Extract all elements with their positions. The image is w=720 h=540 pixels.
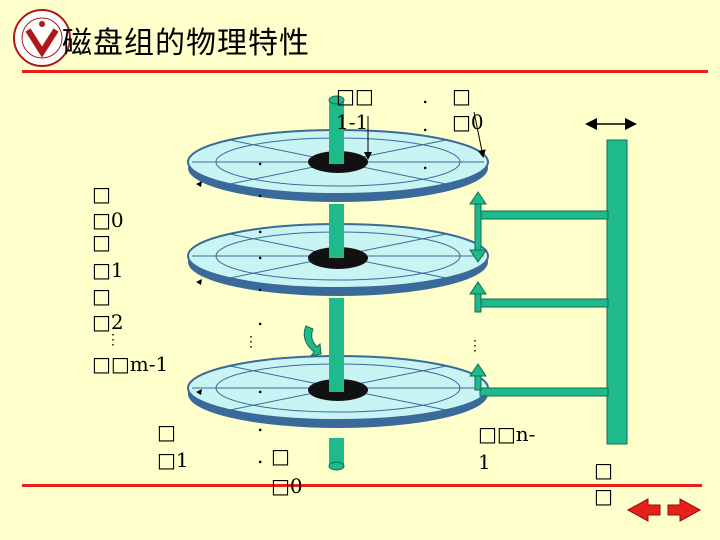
track-marker-3 bbox=[196, 389, 202, 395]
left-label-5: □2 bbox=[92, 310, 124, 334]
label-top-dots-c: . bbox=[422, 150, 429, 174]
bottom-dot-2: . bbox=[257, 444, 264, 468]
bottom-right-label-a: □□n- bbox=[478, 422, 536, 446]
bottom-center-label-b: □0 bbox=[271, 474, 303, 498]
mid-dot-4: . bbox=[257, 272, 264, 296]
slide-title: 磁盘组的物理特性 bbox=[62, 26, 310, 61]
bottom-dot-0: . bbox=[257, 374, 264, 398]
previous-arrow-icon[interactable] bbox=[625, 498, 661, 522]
bottom-divider bbox=[22, 484, 702, 487]
head-arrow-2 bbox=[469, 281, 487, 313]
left-label-3: □1 bbox=[92, 258, 124, 282]
label-top-dots-b: . bbox=[422, 112, 429, 136]
arm-label-a: □ bbox=[594, 458, 613, 482]
mid-dot-0: . bbox=[257, 146, 264, 170]
track-marker-1 bbox=[196, 181, 202, 187]
university-logo-icon bbox=[13, 9, 71, 67]
head-arrow-3 bbox=[469, 363, 487, 391]
spindle-top bbox=[329, 100, 344, 164]
title-divider bbox=[22, 70, 708, 73]
mid-left-vdots: ⋮ bbox=[244, 334, 258, 350]
spindle-bottom bbox=[329, 438, 344, 468]
bottom-right-label-b: 1 bbox=[478, 450, 491, 474]
pointer-track0 bbox=[473, 111, 486, 158]
left-label-0: □ bbox=[92, 182, 111, 206]
mid-right-vdots: ⋮ bbox=[468, 338, 482, 354]
bottom-left-label-b: □1 bbox=[157, 448, 189, 472]
mid-dot-2: . bbox=[257, 214, 264, 238]
label-top-dots-a: . bbox=[422, 84, 429, 108]
access-arm-1 bbox=[479, 210, 609, 220]
left-label-4: □ bbox=[92, 284, 111, 308]
spindle-middle bbox=[329, 298, 344, 392]
arm-label-b: □ bbox=[594, 484, 613, 508]
spindle-top-cap bbox=[328, 95, 345, 105]
next-arrow-icon[interactable] bbox=[667, 498, 702, 522]
label-top-right-a: □ bbox=[452, 84, 471, 108]
access-arm-2 bbox=[479, 298, 609, 308]
rotation-arrow-icon bbox=[303, 325, 322, 357]
label-top-cylinder-a: □□ bbox=[336, 84, 374, 108]
spindle-upper bbox=[329, 204, 344, 258]
bottom-left-label-a: □ bbox=[157, 420, 176, 444]
left-label-6: ⋮ bbox=[106, 332, 120, 348]
label-top-cylinder-b: 1-1 bbox=[336, 110, 369, 134]
access-arm-3 bbox=[479, 387, 609, 397]
head-arrow-1 bbox=[469, 191, 487, 263]
mid-dot-1: . bbox=[257, 178, 264, 202]
access-arm-column bbox=[606, 139, 628, 445]
bottom-center-label-a: □ bbox=[271, 444, 290, 468]
track-marker-2 bbox=[196, 279, 202, 285]
slide-navigation bbox=[625, 498, 702, 522]
bottom-dot-1: . bbox=[257, 412, 264, 436]
mid-dot-5: . bbox=[257, 306, 264, 330]
mid-dot-3: . bbox=[257, 240, 264, 264]
label-top-right-b: □0 bbox=[452, 110, 484, 134]
left-label-2: □ bbox=[92, 230, 111, 254]
left-label-1: □0 bbox=[92, 208, 124, 232]
spindle-bottom-cap bbox=[328, 461, 345, 471]
left-label-7: □□m-1 bbox=[92, 352, 169, 376]
